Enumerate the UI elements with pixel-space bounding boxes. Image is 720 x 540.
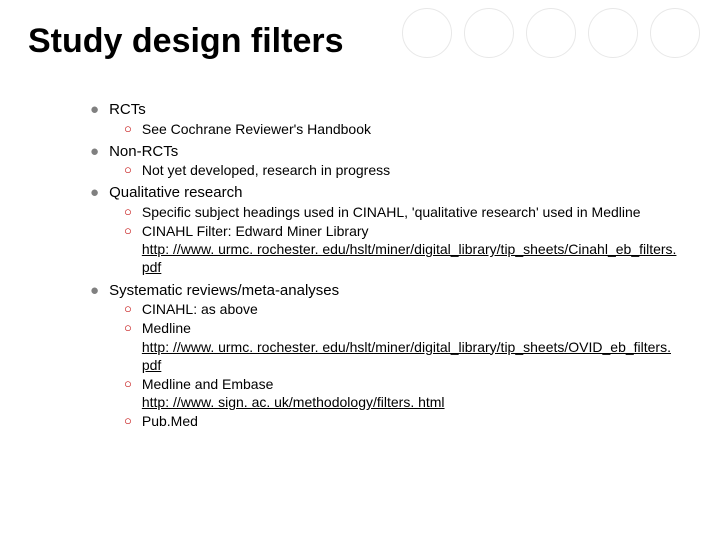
sub-list-item: ○ Medline and Embase http: //www. sign. …: [124, 375, 690, 411]
url-link[interactable]: http: //www. sign. ac. uk/methodology/fi…: [142, 394, 445, 410]
circle-icon: [588, 8, 638, 58]
sub-list-item: ○ CINAHL: as above: [124, 300, 690, 318]
slide-title: Study design filters: [28, 22, 344, 61]
circle-icon: [402, 8, 452, 58]
url-link[interactable]: http: //www. urmc. rochester. edu/hslt/m…: [142, 339, 671, 373]
sub-list-item: ○ Pub.Med: [124, 412, 690, 430]
circle-icon: [464, 8, 514, 58]
sub-item-text: Medline http: //www. urmc. rochester. ed…: [142, 319, 690, 374]
sub-list-item: ○ Specific subject headings used in CINA…: [124, 203, 690, 221]
circle-icon: [526, 8, 576, 58]
bullet-l2-icon: ○: [124, 203, 132, 221]
list-item: ● Non-RCTs ○ Not yet developed, research…: [90, 142, 690, 180]
sub-item-body: CINAHL Filter: Edward Miner Library: [142, 223, 369, 239]
sub-list-item: ○ CINAHL Filter: Edward Miner Library ht…: [124, 222, 690, 277]
list-item: ● Qualitative research ○ Specific subjec…: [90, 183, 690, 276]
list-item-label: Qualitative research: [109, 183, 242, 203]
sub-item-body: Medline: [142, 320, 191, 336]
sub-item-text: CINAHL: as above: [142, 300, 690, 318]
bullet-l1-icon: ●: [90, 183, 99, 203]
bullet-l2-icon: ○: [124, 375, 132, 393]
url-link[interactable]: http: //www. urmc. rochester. edu/hslt/m…: [142, 241, 677, 275]
bullet-l1-icon: ●: [90, 142, 99, 162]
bullet-l1-icon: ●: [90, 281, 99, 301]
slide-body: ● RCTs ○ See Cochrane Reviewer's Handboo…: [90, 100, 690, 434]
bullet-l2-icon: ○: [124, 161, 132, 179]
bullet-l2-icon: ○: [124, 412, 132, 430]
sub-item-text: Medline and Embase http: //www. sign. ac…: [142, 375, 690, 411]
list-item: ● Systematic reviews/meta-analyses ○ CIN…: [90, 281, 690, 431]
sub-item-text: Specific subject headings used in CINAHL…: [142, 203, 690, 221]
bullet-l2-icon: ○: [124, 319, 132, 337]
circle-icon: [650, 8, 700, 58]
sub-item-text: Pub.Med: [142, 412, 690, 430]
list-item-label: RCTs: [109, 100, 146, 120]
bullet-l2-icon: ○: [124, 120, 132, 138]
sub-item-body: Medline and Embase: [142, 376, 274, 392]
bullet-l2-icon: ○: [124, 300, 132, 318]
list-item-label: Non-RCTs: [109, 142, 178, 162]
bullet-l2-icon: ○: [124, 222, 132, 240]
decorative-circles: [402, 8, 700, 58]
sub-list-item: ○ Not yet developed, research in progres…: [124, 161, 690, 179]
sub-item-text: CINAHL Filter: Edward Miner Library http…: [142, 222, 690, 277]
sub-item-text: See Cochrane Reviewer's Handbook: [142, 120, 690, 138]
sub-list-item: ○ Medline http: //www. urmc. rochester. …: [124, 319, 690, 374]
bullet-l1-icon: ●: [90, 100, 99, 120]
sub-item-text: Not yet developed, research in progress: [142, 161, 690, 179]
list-item: ● RCTs ○ See Cochrane Reviewer's Handboo…: [90, 100, 690, 138]
sub-list-item: ○ See Cochrane Reviewer's Handbook: [124, 120, 690, 138]
list-item-label: Systematic reviews/meta-analyses: [109, 281, 339, 301]
